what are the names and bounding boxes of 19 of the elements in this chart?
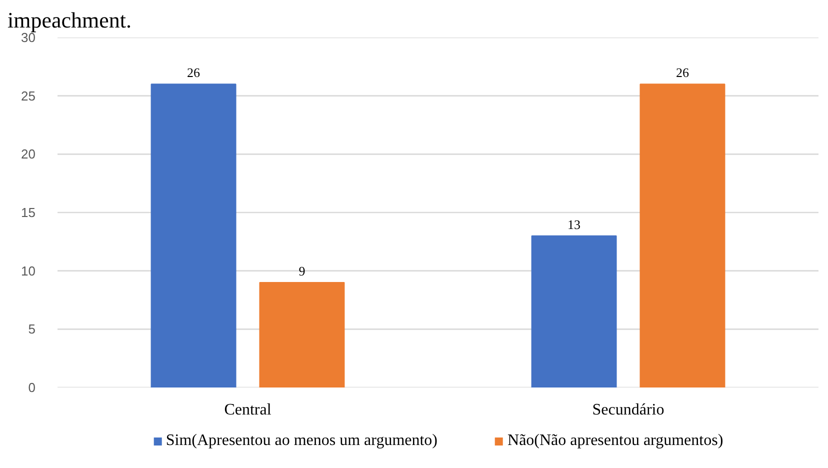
- y-tick-label: 0: [28, 380, 36, 395]
- bar: [259, 282, 345, 388]
- x-tick-label: Central: [224, 402, 272, 418]
- y-tick-label: 5: [28, 322, 36, 337]
- y-tick-label: 10: [21, 263, 36, 278]
- data-label: 26: [676, 65, 690, 80]
- y-tick-label: 20: [21, 146, 36, 162]
- legend-label: Sim(Apresentou ao menos um argumento): [166, 432, 438, 450]
- x-tick-label: Secundário: [592, 402, 664, 418]
- data-label: 26: [187, 65, 201, 80]
- y-tick-label: 25: [21, 88, 36, 104]
- legend-label: Não(Não apresentou argumentos): [508, 432, 724, 450]
- y-tick-label: 15: [21, 205, 36, 220]
- chart-title: impeachment.: [8, 8, 132, 32]
- bar: [640, 84, 726, 388]
- data-label: 9: [298, 264, 306, 278]
- bar: [531, 235, 617, 388]
- data-label: 13: [568, 216, 581, 232]
- bar: [150, 84, 236, 388]
